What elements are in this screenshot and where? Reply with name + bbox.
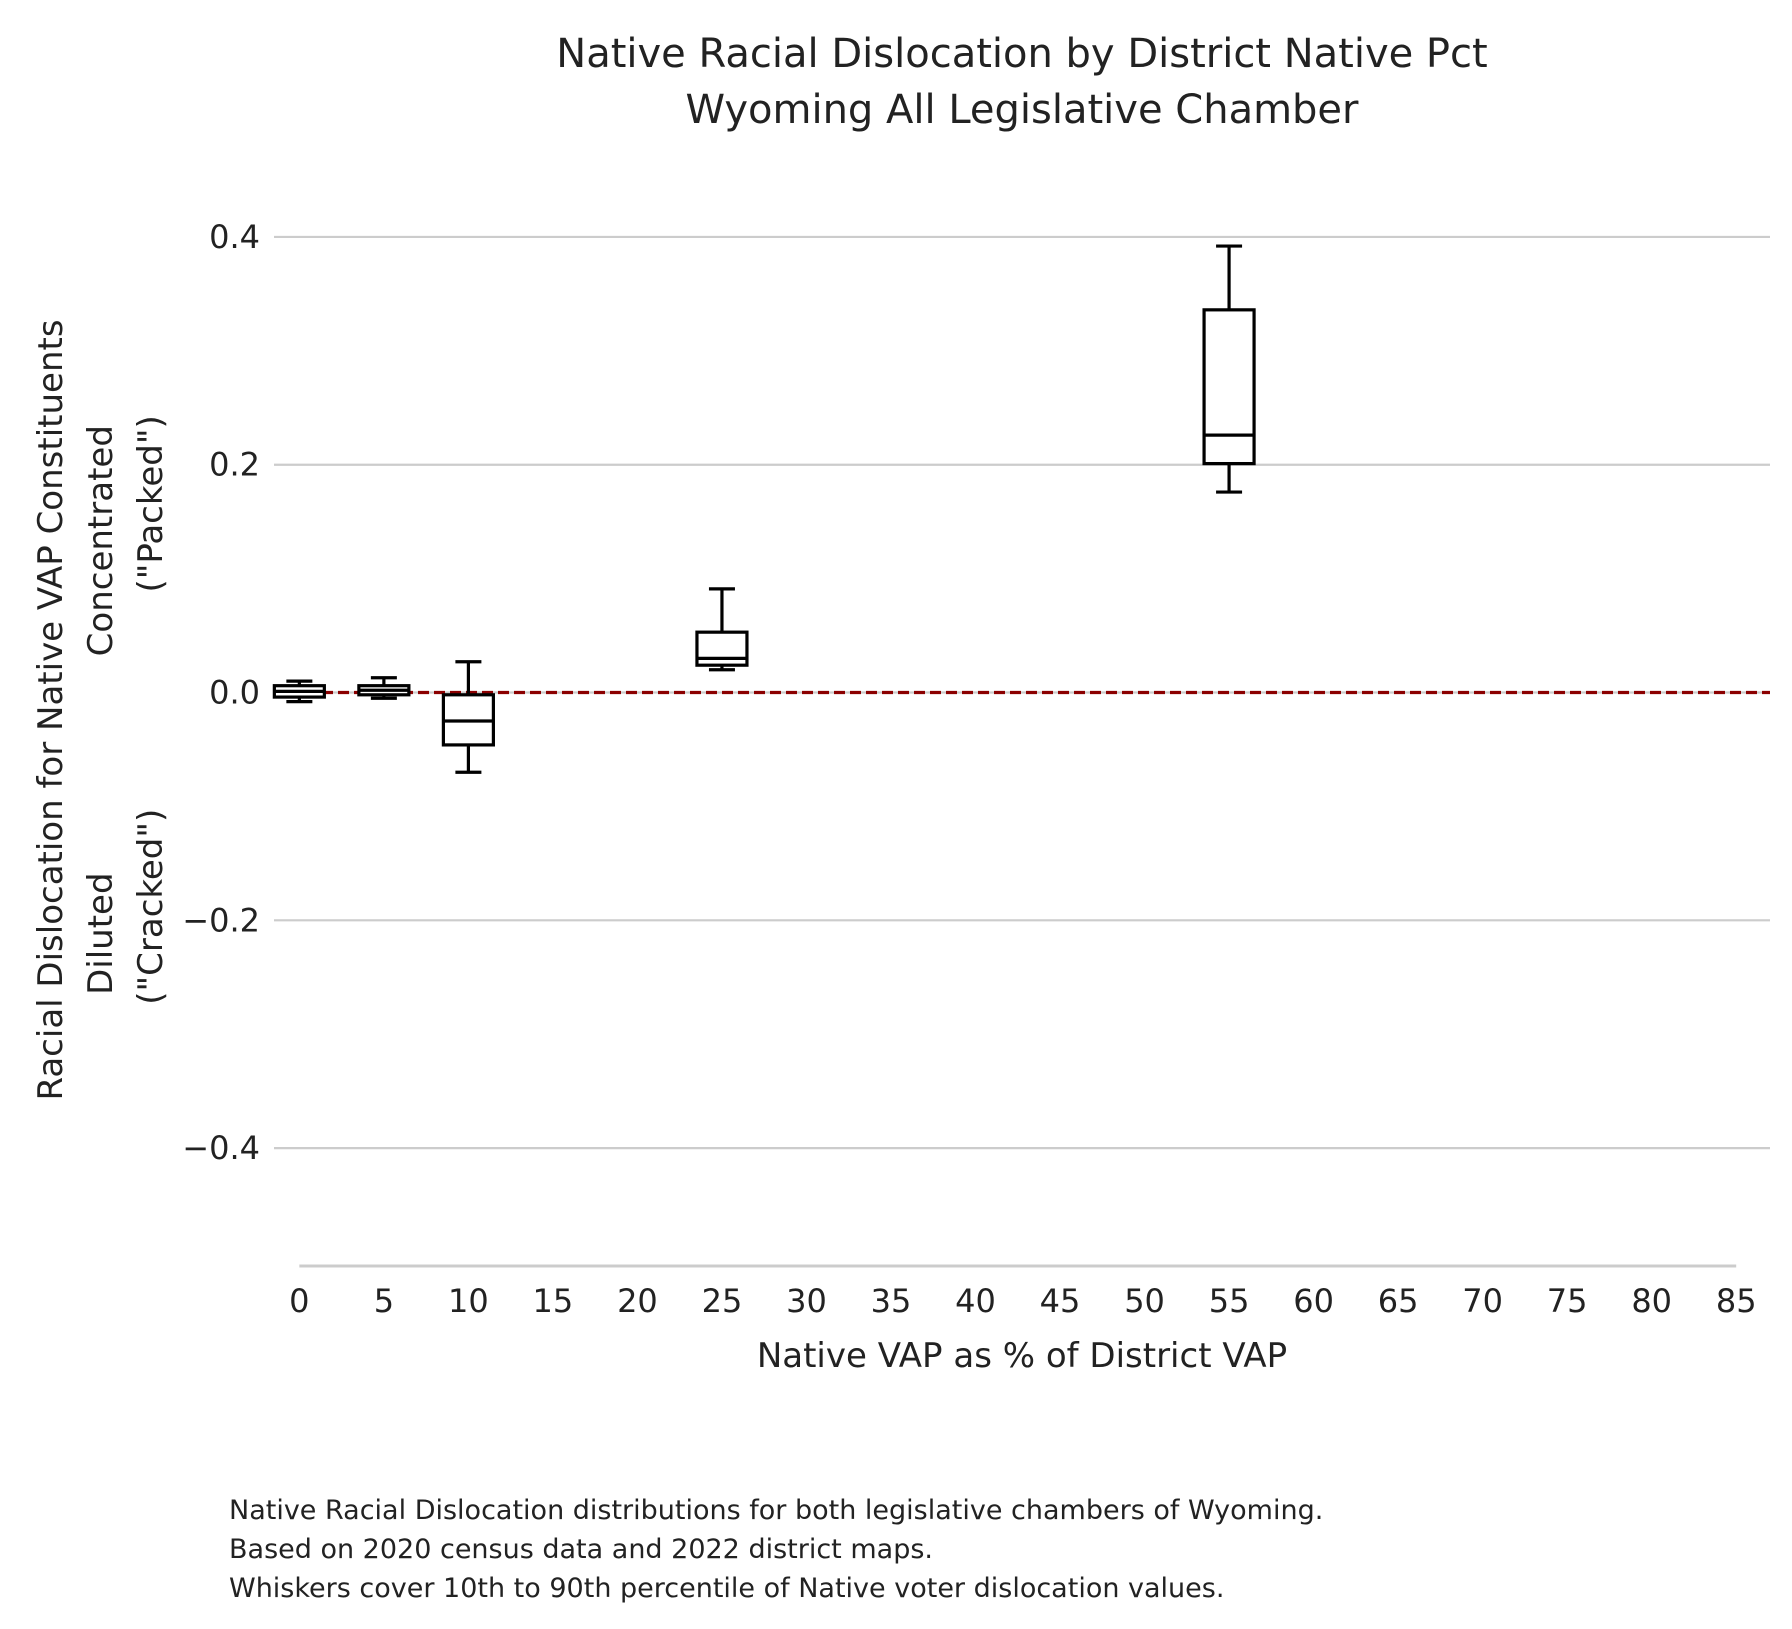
caption-line-3: Whiskers cover 10th to 90th percentile o…: [229, 1573, 1224, 1604]
x-tick-label: 80: [1631, 1282, 1672, 1320]
x-tick-label: 20: [617, 1282, 658, 1320]
y-tick-label: 0.4: [209, 218, 260, 256]
x-tick-label: 15: [533, 1282, 574, 1320]
iqr-box: [695, 630, 749, 667]
y-tick-label: 0.0: [209, 674, 260, 712]
x-tick-label: 30: [786, 1282, 827, 1320]
chart-title-line-1: Native Racial Dislocation by District Na…: [556, 31, 1487, 77]
y-axis-label-line-1: Racial Dislocation for Native VAP Consti…: [31, 319, 71, 1100]
box-x-55: [1202, 244, 1256, 494]
x-tick-label: 85: [1716, 1282, 1757, 1320]
box-x-10: [441, 660, 495, 774]
y-axis-label-line-2: Diluted Concentrated: [81, 425, 121, 995]
y-tick-label: −0.2: [182, 901, 260, 939]
caption: Native Racial Dislocation distributions …: [229, 1495, 1323, 1604]
x-tick-label: 75: [1547, 1282, 1588, 1320]
y-tick-labels: 0.4 0.2 0.0 −0.2 −0.4: [182, 218, 260, 1167]
y-tick-label: −0.4: [182, 1129, 260, 1167]
x-tick-label: 45: [1040, 1282, 1081, 1320]
x-tick-label: 60: [1293, 1282, 1334, 1320]
x-tick-label: 40: [955, 1282, 996, 1320]
boxes: [272, 244, 1256, 774]
x-tick-label: 25: [702, 1282, 743, 1320]
x-tick-label: 0: [289, 1282, 309, 1320]
box-x-5: [357, 676, 411, 700]
x-tick-label: 5: [374, 1282, 394, 1320]
y-axis-label: Racial Dislocation for Native VAP Consti…: [31, 319, 171, 1100]
chart-title: Native Racial Dislocation by District Na…: [556, 31, 1487, 133]
box-x-0: [272, 679, 326, 704]
box-x-25: [695, 587, 749, 672]
x-tick-label: 55: [1209, 1282, 1250, 1320]
caption-line-1: Native Racial Dislocation distributions …: [229, 1495, 1323, 1526]
x-tick-label: 70: [1462, 1282, 1503, 1320]
y-axis-label-line-3: ("Cracked") ("Packed"): [131, 415, 171, 1004]
x-tick-label: 10: [448, 1282, 489, 1320]
x-tick-label: 35: [871, 1282, 912, 1320]
x-tick-label: 65: [1378, 1282, 1419, 1320]
x-axis: 0 5 10 15 20 25 30 35 40 45 50 55 60 65 70 75 80 85: [289, 1264, 1757, 1320]
x-tick-label: 50: [1124, 1282, 1165, 1320]
iqr-box: [1202, 308, 1256, 466]
chart-title-line-2: Wyoming All Legislative Chamber: [686, 87, 1360, 133]
y-tick-label: 0.2: [209, 446, 260, 484]
caption-line-2: Based on 2020 census data and 2022 distr…: [229, 1534, 933, 1565]
x-axis-label: Native VAP as % of District VAP: [757, 1336, 1287, 1376]
